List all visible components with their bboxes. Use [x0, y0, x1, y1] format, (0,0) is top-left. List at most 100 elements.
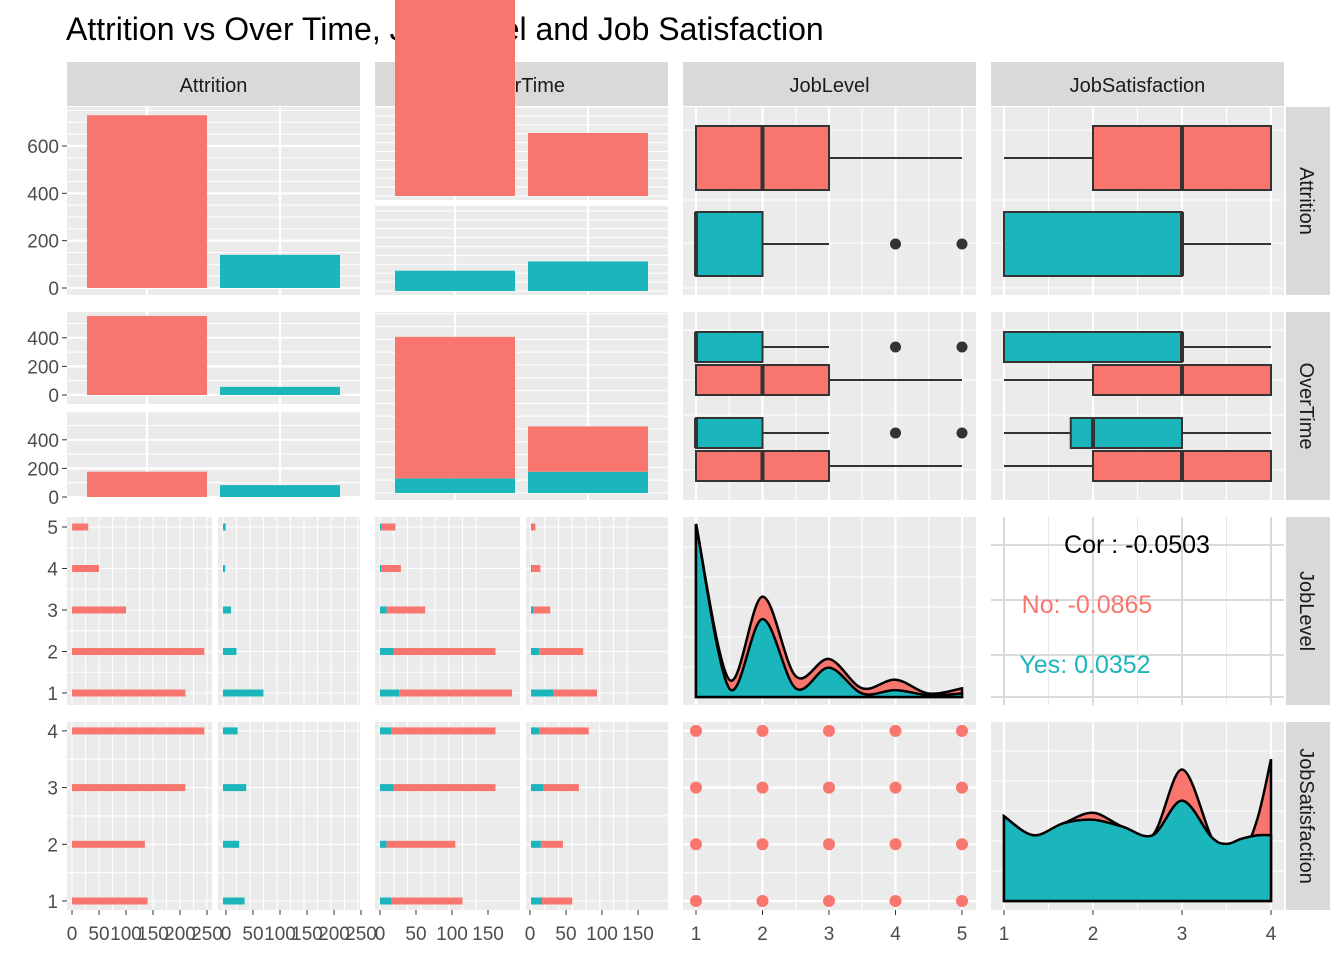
bar-overtime-yes [528, 261, 648, 291]
bar-joblevel-attrition-no [72, 689, 186, 697]
bar-jobsat-attrition-no [72, 727, 205, 735]
point-joblevel-3-jobsat-1 [823, 895, 835, 907]
bar-joblevel-overtime-no [553, 689, 597, 697]
x-tick-label: 2 [757, 924, 768, 945]
bar-jobsat-overtime-no [393, 784, 496, 792]
point-joblevel-2-jobsat-2 [756, 838, 769, 851]
point-joblevel-5-jobsat-1 [956, 895, 968, 907]
correlation-no: No: -0.0865 [1022, 591, 1153, 619]
bar-jobsat-attrition-no [72, 784, 186, 792]
point-joblevel-1-jobsat-2 [690, 838, 702, 851]
x-tick-label: 50 [405, 924, 426, 945]
strip-top-jobsatisfaction [991, 62, 1284, 106]
bar-joblevel-attrition-no [72, 565, 99, 572]
bar-joblevel-attrition-yes [223, 606, 232, 614]
y-tick-label: 4 [47, 722, 58, 743]
density-joblevel-area-yes [694, 523, 964, 699]
bar-jobsat-overtime-no [543, 784, 579, 792]
boxplot-joblevel-yes-outlier [890, 238, 901, 250]
x-tick-label: 0 [375, 924, 386, 945]
bar-jobsat-overtime-yes [380, 897, 391, 905]
x-tick-label: 250 [345, 924, 377, 945]
bar-joblevel-overtime-no [393, 648, 496, 655]
bar-overtime-no [395, 270, 515, 291]
boxplot-joblevel-ot-yes-yes-outlier [890, 427, 901, 439]
boxplot-jobsat-ot-no-yes-box [1003, 331, 1183, 363]
boxplot-joblevel-ot-no-yes-outlier [890, 341, 901, 353]
y-tick-label: 0 [48, 488, 59, 509]
strip-top-label: JobSatisfaction [1070, 75, 1206, 97]
bar-overtime-yes [528, 132, 648, 196]
bar-joblevel-overtime-yes [380, 648, 394, 655]
boxplot-jobsat-ot-yes-yes-box [1069, 417, 1183, 449]
bar-jobsat-overtime-yes [531, 840, 541, 848]
bar-joblevel-overtime-yes [380, 689, 400, 697]
bar-attrition-no [87, 471, 207, 497]
bar-attrition-yes [220, 485, 340, 497]
strip-top-label: Attrition [180, 75, 248, 97]
x-tick-label: 50 [242, 924, 263, 945]
bar-overtime-yes-no [528, 426, 648, 472]
bar-jobsat-attrition-yes [223, 897, 245, 905]
x-tick-label: 100 [436, 924, 468, 945]
strip-top-joblevel [683, 62, 976, 106]
y-tick-label: 0 [48, 386, 59, 407]
point-joblevel-4-jobsat-3 [889, 781, 902, 794]
x-tick-label: 100 [264, 924, 296, 945]
bar-joblevel-overtime-yes [531, 523, 532, 531]
y-tick-label: 400 [27, 329, 59, 350]
x-tick-label: 250 [191, 924, 223, 945]
y-tick-label: 400 [27, 431, 59, 452]
x-tick-label: 3 [1177, 924, 1188, 945]
point-joblevel-5-jobsat-2 [956, 838, 968, 851]
strip-top-attrition [67, 62, 360, 106]
y-tick-label: 200 [27, 357, 59, 378]
point-joblevel-4-jobsat-1 [889, 895, 902, 907]
bar-joblevel-overtime-yes [380, 523, 382, 531]
bar-jobsat-attrition-yes [223, 784, 247, 792]
bar-overtime-yes-yes [528, 471, 648, 493]
x-tick-label: 100 [586, 924, 618, 945]
strip-right-joblevel [1286, 517, 1330, 705]
y-tick-label: 200 [27, 232, 59, 253]
strip-right-label: JobLevel [1295, 571, 1317, 651]
x-tick-label: 3 [824, 924, 835, 945]
bar-jobsat-overtime-no [391, 897, 463, 905]
bar-joblevel-overtime-no [533, 606, 551, 614]
strip-right-label: OverTime [1295, 362, 1317, 449]
bar-joblevel-attrition-no [72, 648, 205, 655]
bar-jobsat-overtime-yes [380, 727, 391, 735]
correlation-yes: Yes: 0.0352 [1019, 651, 1150, 679]
strip-right-label: Attrition [1295, 167, 1317, 235]
point-joblevel-4-jobsat-2 [889, 838, 902, 851]
panel-grid: AttritionAttritionOverTimeOverTimeJobLev… [27, 0, 1330, 945]
bar-jobsat-overtime-no [540, 840, 563, 848]
x-tick-label: 1 [999, 924, 1010, 945]
y-tick-label: 3 [47, 779, 58, 800]
bar-joblevel-overtime-yes [531, 606, 534, 614]
strip-right-label: JobSatisfaction [1295, 748, 1317, 884]
x-tick-label: 50 [555, 924, 576, 945]
bar-joblevel-attrition-yes [223, 648, 237, 655]
boxplot-joblevel-yes-outlier [956, 238, 968, 250]
y-tick-label: 200 [27, 459, 59, 480]
bar-jobsat-overtime-yes [531, 784, 544, 792]
bar-overtime-no [395, 0, 515, 196]
point-joblevel-1-jobsat-3 [690, 781, 702, 794]
x-tick-label: 150 [291, 924, 323, 945]
x-tick-label: 5 [957, 924, 968, 945]
bar-joblevel-overtime-yes [380, 565, 382, 572]
point-joblevel-2-jobsat-1 [756, 895, 769, 907]
point-joblevel-3-jobsat-2 [823, 838, 835, 851]
y-tick-label: 600 [27, 137, 59, 158]
point-joblevel-3-jobsat-4 [823, 724, 835, 737]
bar-jobsat-attrition-no [72, 897, 148, 905]
x-tick-label: 4 [890, 924, 901, 945]
strip-right-overtime [1286, 312, 1330, 500]
boxplot-jobsat-yes-box [1003, 211, 1183, 277]
bar-jobsat-overtime-yes [380, 784, 394, 792]
y-tick-label: 1 [47, 892, 58, 913]
x-tick-label: 150 [472, 924, 504, 945]
bar-jobsat-overtime-no [539, 727, 589, 735]
